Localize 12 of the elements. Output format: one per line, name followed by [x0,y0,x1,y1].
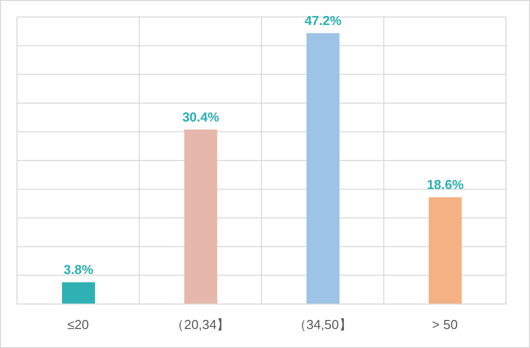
bar [62,282,95,304]
x-tick-label: > 50 [432,317,458,332]
data-label: 18.6% [426,177,464,192]
x-tick-label: （34,50】 [293,317,352,332]
bar [184,130,218,304]
bar [428,197,462,304]
x-tick-label: ≤20 [67,317,89,332]
bar [306,33,340,304]
x-tick-label: （20,34】 [171,317,230,332]
data-label: 3.8% [64,262,94,278]
data-label: 30.4% [182,110,220,125]
data-label: 47.2% [304,13,342,28]
